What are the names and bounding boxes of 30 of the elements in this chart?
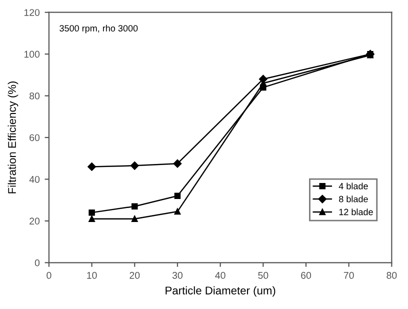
point — [88, 216, 95, 222]
point — [173, 159, 182, 168]
legend-label: 8 blade — [339, 196, 368, 202]
y-tick-label: 40 — [29, 176, 40, 183]
legend-label: 12 blade — [339, 208, 373, 216]
x-tick-label: 0 — [46, 272, 52, 279]
x-tick-label: 50 — [258, 272, 268, 279]
x-tick-label: 10 — [87, 272, 97, 279]
x-tick-label: 80 — [386, 272, 397, 279]
point — [174, 208, 181, 215]
y-tick-label: 100 — [24, 50, 40, 58]
x-tick-label: 60 — [301, 272, 312, 279]
x-tick-label: 70 — [344, 272, 354, 279]
point — [88, 162, 96, 171]
x-tick-label: 30 — [172, 272, 183, 279]
point — [132, 203, 138, 210]
y-tick-label: 120 — [24, 9, 40, 16]
legend-label: 4 blade — [338, 182, 368, 190]
point — [130, 162, 139, 170]
point — [174, 192, 181, 200]
point — [88, 209, 95, 216]
annotation: 3500 rpm, rho 3000 — [60, 24, 138, 34]
y-tick-label: 60 — [30, 134, 40, 142]
y-tick-label: 20 — [30, 218, 40, 225]
y-tick-label: 0 — [34, 259, 40, 266]
x-tick-label: 20 — [130, 272, 140, 279]
y-axis-title: Filtration Efficiency (%) — [8, 81, 18, 194]
y-tick-label: 80 — [30, 92, 40, 100]
x-tick-label: 40 — [215, 272, 226, 279]
x-axis-title: Particle Diameter (um) — [166, 286, 276, 297]
